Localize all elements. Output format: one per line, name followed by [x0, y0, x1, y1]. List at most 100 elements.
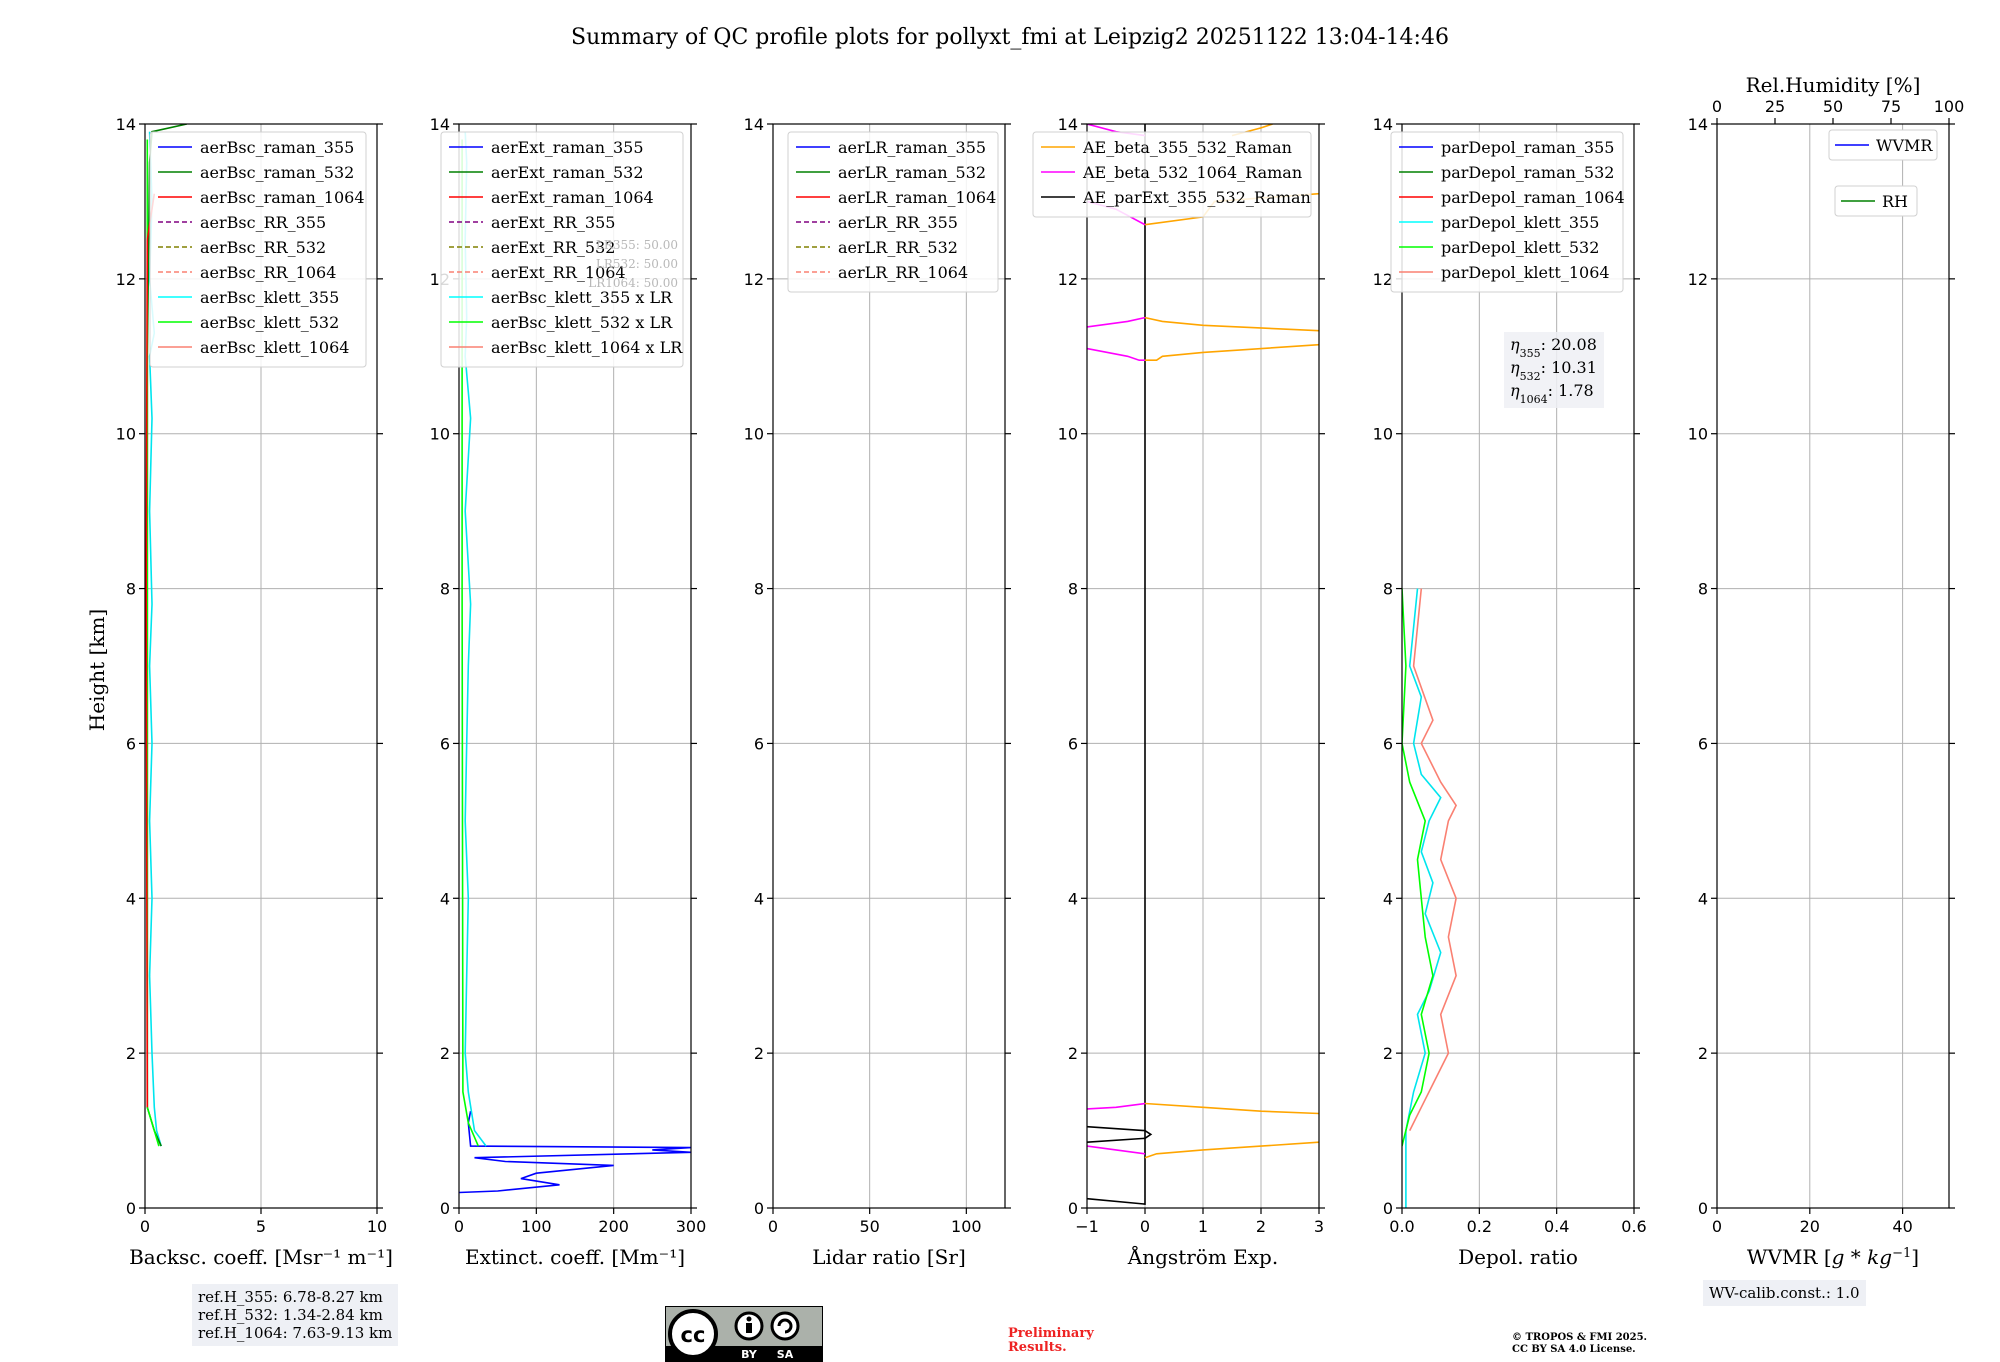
legend-label-angstrom-0: AE_beta_355_532_Raman	[1082, 138, 1292, 157]
x-tick-label-extinction-1: 100	[521, 1217, 552, 1236]
y-tick-label-lidar_ratio-2: 4	[754, 889, 764, 908]
legend-label-angstrom-1: AE_beta_532_1064_Raman	[1082, 163, 1302, 182]
legend-label-angstrom-2: AE_parExt_355_532_Raman	[1082, 188, 1311, 207]
y-tick-label-water_vapor-7: 14	[1688, 115, 1708, 134]
series-line-angstrom-2	[1144, 1141, 1319, 1159]
legend-label-lidar_ratio-4: aerLR_RR_532	[838, 238, 958, 257]
eta-value-355: η355: 20.08	[1510, 335, 1597, 360]
legend-label-extinction-8: aerBsc_klett_1064 x LR	[491, 338, 683, 357]
legend-label-extinction-7: aerBsc_klett_532 x LR	[491, 313, 673, 332]
y-axis-label: Height [km]	[85, 609, 109, 731]
preliminary-line-2: Results.	[1008, 1340, 1067, 1355]
x-tick-label-angstrom-3: 2	[1256, 1217, 1266, 1236]
reference-height-box: ref.H_355: 6.78-8.27 km ref.H_532: 1.34-…	[192, 1284, 399, 1346]
legend-depolarization: parDepol_raman_355 parDepol_raman_532 parD…	[1390, 131, 1625, 293]
x-tick-label-backscatter-1: 5	[256, 1217, 266, 1236]
y-tick-label-extinction-5: 10	[430, 425, 450, 444]
x-tick-label-water_vapor-2: 40	[1892, 1217, 1912, 1236]
legend-water_vapor-0: WVMR	[1828, 129, 1938, 161]
y-tick-label-lidar_ratio-3: 6	[754, 734, 764, 753]
x-tick-label-depolarization-3: 0.6	[1621, 1217, 1646, 1236]
y-tick-label-depolarization-5: 10	[1373, 425, 1393, 444]
series-line-angstrom-5	[1144, 316, 1319, 332]
y-tick-label-lidar_ratio-7: 14	[744, 115, 764, 134]
axes-frame-water_vapor	[1716, 123, 1950, 1209]
y-tick-label-water_vapor-4: 8	[1698, 580, 1708, 599]
y-tick-label-water_vapor-1: 2	[1698, 1044, 1708, 1063]
legend-label-extinction-2: aerExt_raman_1064	[491, 188, 654, 207]
eta-box	[1504, 332, 1604, 408]
legend-label-depolarization-3: parDepol_klett_355	[1441, 213, 1599, 232]
axes-frame-depolarization	[1401, 123, 1635, 1209]
legend-label-depolarization-0: parDepol_raman_355	[1441, 138, 1614, 157]
eta-value-532: η532: 10.31	[1510, 358, 1597, 383]
y-tick-label-depolarization-0: 0	[1383, 1199, 1393, 1218]
y-tick-label-angstrom-6: 12	[1058, 270, 1078, 289]
legend-extinction: aerExt_raman_355 aerExt_raman_532 aerExt_r…	[440, 131, 684, 368]
series-line-backscatter-2	[146, 139, 160, 1147]
y-tick-label-angstrom-0: 0	[1068, 1199, 1078, 1218]
series-line-angstrom-3	[1144, 1102, 1319, 1115]
x-axis-label-water_vapor: WVMR [g * kg−1]	[1747, 1245, 1919, 1269]
copyright-line-2: CC BY SA 4.0 License.	[1512, 1344, 1636, 1355]
x-tick-label-angstrom-2: 1	[1198, 1217, 1208, 1236]
legend-label-depolarization-2: parDepol_raman_1064	[1441, 188, 1625, 207]
y-tick-label-lidar_ratio-1: 2	[754, 1044, 764, 1063]
legend-label-extinction-5: aerExt_RR_1064	[491, 263, 626, 282]
badge-by-label: BY	[741, 1348, 758, 1361]
x-tick-label-lidar_ratio-1: 50	[859, 1217, 879, 1236]
y-tick-label-water_vapor-3: 6	[1698, 734, 1708, 753]
x-tick-label-backscatter-0: 0	[140, 1217, 150, 1236]
legend-label-depolarization-5: parDepol_klett_1064	[1441, 263, 1610, 282]
y-tick-label-backscatter-3: 6	[126, 734, 136, 753]
x-tick-label-angstrom-1: 0	[1140, 1217, 1150, 1236]
top-x-tick-label-0: 0	[1712, 97, 1722, 116]
badge-sa-label: SA	[777, 1348, 794, 1361]
wv-calibration-constant: WV-calib.const.: 1.0	[1709, 1284, 1860, 1302]
legend-water_vapor-1: RH	[1834, 185, 1918, 217]
y-tick-label-backscatter-7: 14	[116, 115, 136, 134]
lr-note-1: LR532: 50.00	[596, 257, 678, 271]
x-axis-label-backscatter: Backsc. coeff. [Msr⁻¹ m⁻¹]	[129, 1245, 393, 1269]
figure-title: Summary of QC profile plots for pollyxt_…	[571, 25, 1449, 50]
legend-label-backscatter-6: aerBsc_klett_355	[200, 288, 339, 307]
preliminary-line-1: Preliminary	[1008, 1326, 1094, 1341]
y-tick-label-lidar_ratio-5: 10	[744, 425, 764, 444]
y-tick-label-depolarization-1: 2	[1383, 1044, 1393, 1063]
y-tick-label-water_vapor-5: 10	[1688, 425, 1708, 444]
legend-label-lidar_ratio-0: aerLR_raman_355	[838, 138, 986, 157]
series-line-angstrom-8	[1087, 1145, 1146, 1155]
top-x-tick-label-3: 75	[1881, 97, 1901, 116]
copyright-notice: © TROPOS & FMI 2025. CC BY SA 4.0 Licens…	[1512, 1332, 1647, 1356]
x-tick-label-lidar_ratio-2: 100	[951, 1217, 982, 1236]
legend-label-backscatter-8: aerBsc_klett_1064	[200, 338, 349, 357]
cc-logo-icon	[668, 1309, 718, 1359]
y-tick-label-extinction-7: 14	[430, 115, 450, 134]
series-line-depolarization-1	[1405, 588, 1442, 1208]
y-tick-label-backscatter-6: 12	[116, 270, 136, 289]
series-line-depolarization-0	[1408, 588, 1458, 1131]
top-x-tick-label-1: 25	[1765, 97, 1785, 116]
legend-label-water_vapor-0: WVMR	[1876, 136, 1933, 155]
legend-label-backscatter-3: aerBsc_RR_355	[200, 213, 326, 232]
y-tick-label-extinction-0: 0	[440, 1199, 450, 1218]
y-tick-label-water_vapor-2: 4	[1698, 889, 1708, 908]
y-tick-label-extinction-4: 8	[440, 580, 450, 599]
y-tick-label-extinction-3: 6	[440, 734, 450, 753]
x-axis-label-extinction: Extinct. coeff. [Mm⁻¹]	[465, 1245, 685, 1269]
copyright-line-1: © TROPOS & FMI 2025.	[1512, 1332, 1648, 1343]
y-tick-label-lidar_ratio-6: 12	[744, 270, 764, 289]
y-tick-label-lidar_ratio-4: 8	[754, 580, 764, 599]
y-tick-label-depolarization-7: 14	[1373, 115, 1393, 134]
y-tick-label-extinction-1: 2	[440, 1044, 450, 1063]
x-axis-label-depolarization: Depol. ratio	[1458, 1245, 1578, 1269]
y-tick-label-depolarization-6: 12	[1373, 270, 1393, 289]
legend-label-backscatter-5: aerBsc_RR_1064	[200, 263, 336, 282]
legend-label-extinction-0: aerExt_raman_355	[491, 138, 644, 157]
x-tick-label-extinction-3: 300	[676, 1217, 707, 1236]
series-group-depolarization	[1402, 588, 1458, 1208]
top-x-tick-label-2: 50	[1823, 97, 1843, 116]
top-x-tick-label-4: 100	[1934, 97, 1965, 116]
legend-label-extinction-6: aerBsc_klett_355 x LR	[491, 288, 673, 307]
